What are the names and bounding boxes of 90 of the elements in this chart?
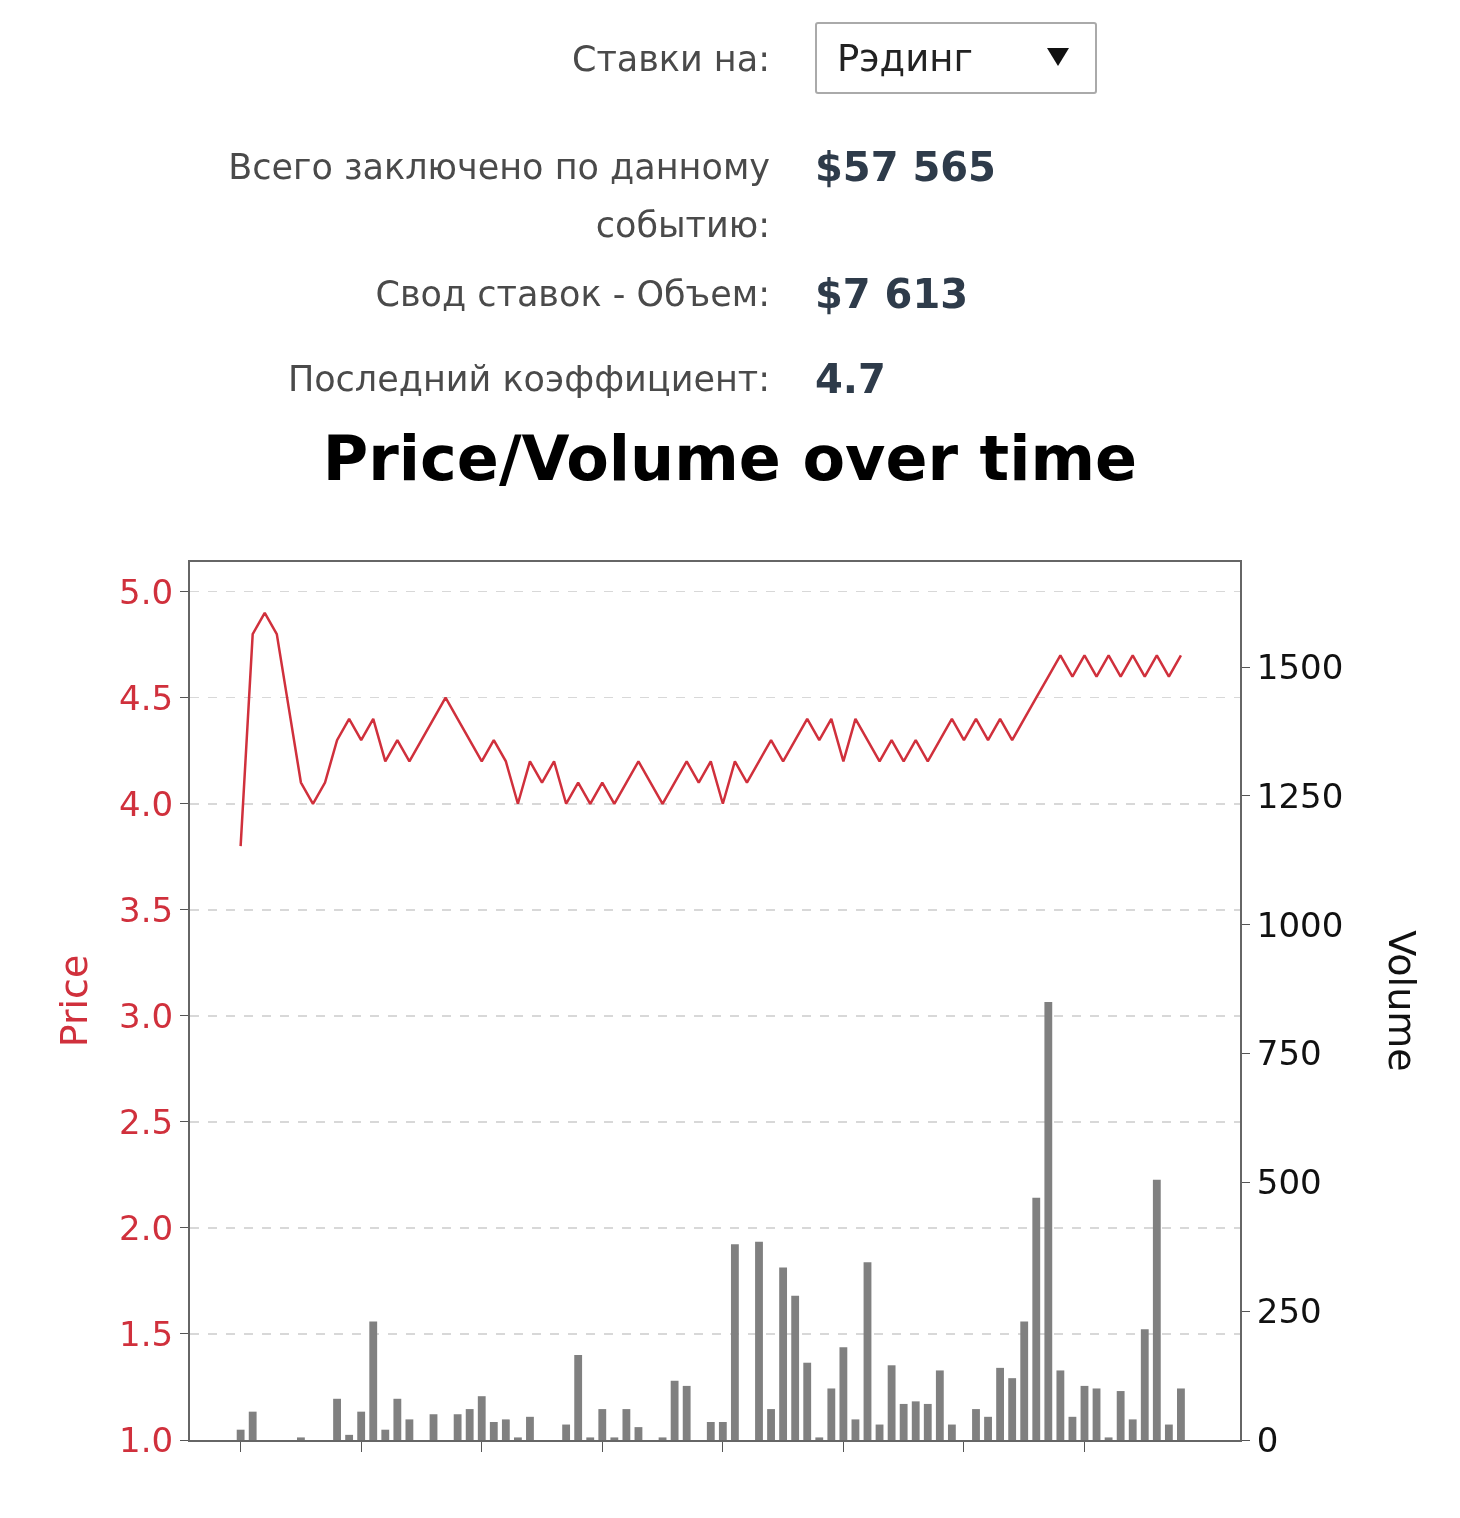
y-axis-title: Price	[51, 954, 96, 1048]
bar	[429, 1414, 438, 1440]
bar	[791, 1295, 800, 1440]
bar	[899, 1403, 908, 1440]
bar	[453, 1414, 462, 1440]
y-tick-label: 3.0	[119, 995, 174, 1036]
bar	[923, 1403, 932, 1440]
y2-tick-label: 1250	[1256, 775, 1344, 816]
text: Свод ставок - Объем:	[374, 273, 770, 316]
text: 4.7	[815, 355, 886, 404]
text: Ставки на:	[570, 38, 770, 81]
bar	[562, 1424, 571, 1440]
dropdown: Рэдинг	[815, 22, 1097, 94]
bar	[622, 1409, 631, 1440]
y-tick-label: 2.0	[119, 1207, 174, 1248]
bar	[598, 1409, 607, 1440]
bar	[1032, 1197, 1041, 1440]
bar	[634, 1427, 643, 1440]
line-series	[239, 611, 1183, 848]
bar	[935, 1370, 944, 1440]
bar	[357, 1411, 366, 1440]
bar	[1128, 1419, 1137, 1440]
y-tick-label: 4.0	[119, 783, 174, 824]
bar	[1140, 1329, 1149, 1440]
bar	[730, 1244, 739, 1440]
y2-axis-title: Volume	[1379, 930, 1424, 1072]
y2-tick-label: 1000	[1256, 904, 1344, 945]
y2-tick-label: 750	[1256, 1033, 1322, 1074]
bar	[369, 1321, 378, 1440]
bar	[670, 1380, 679, 1440]
bar	[1104, 1437, 1113, 1440]
bar	[236, 1429, 245, 1440]
bar	[1164, 1424, 1173, 1440]
bar	[706, 1421, 715, 1440]
y-tick-label: 2.5	[119, 1101, 174, 1142]
y2-tick-label: 1500	[1256, 647, 1344, 688]
text: $57 565	[815, 143, 996, 192]
bar	[1152, 1179, 1161, 1440]
text: $7 613	[815, 270, 969, 319]
bar	[815, 1437, 824, 1440]
bar	[381, 1429, 390, 1440]
bar	[1092, 1388, 1101, 1440]
bar	[1116, 1391, 1125, 1440]
bar	[501, 1419, 510, 1440]
bar	[1044, 1002, 1053, 1440]
bar	[248, 1411, 257, 1440]
bar	[1056, 1370, 1065, 1440]
bar	[345, 1434, 354, 1440]
bar	[947, 1424, 956, 1440]
bar	[779, 1267, 788, 1440]
y-tick-label: 1.0	[119, 1419, 174, 1460]
bar	[393, 1398, 402, 1440]
bar	[911, 1401, 920, 1440]
bar	[296, 1437, 305, 1440]
bar	[405, 1419, 414, 1440]
bar	[1020, 1321, 1029, 1440]
bar	[333, 1398, 341, 1440]
bar	[972, 1409, 980, 1440]
bar	[827, 1388, 836, 1440]
y2-tick-label: 250	[1256, 1291, 1322, 1332]
chart-title: Price/Volume over time	[322, 421, 1138, 495]
bar	[718, 1421, 727, 1440]
bar	[477, 1396, 486, 1440]
y-tick-label: 5.0	[119, 571, 174, 612]
bar	[767, 1409, 775, 1440]
bar	[658, 1437, 667, 1440]
bar	[526, 1416, 534, 1440]
bar	[1008, 1378, 1017, 1440]
y-tick-label: 4.5	[119, 677, 174, 718]
bar	[489, 1421, 498, 1440]
bar	[851, 1419, 860, 1440]
bar	[465, 1409, 474, 1440]
bar	[887, 1365, 896, 1440]
bar	[839, 1347, 848, 1440]
bar	[610, 1437, 619, 1440]
text: Всего заключено по данному событию:	[227, 146, 770, 247]
bar	[1177, 1388, 1185, 1440]
bar	[574, 1354, 583, 1440]
bar	[755, 1241, 763, 1440]
bar	[803, 1362, 812, 1440]
text: Последний коэффициент:	[286, 358, 770, 401]
y2-tick-label: 500	[1256, 1162, 1322, 1203]
y-tick-label: 3.5	[119, 889, 174, 930]
bar	[682, 1385, 691, 1440]
bar	[996, 1367, 1005, 1440]
bar	[513, 1437, 522, 1440]
y2-tick-label: 0	[1256, 1419, 1279, 1460]
y-tick-label: 1.5	[119, 1313, 174, 1354]
bar	[984, 1416, 992, 1440]
bar	[586, 1437, 595, 1440]
